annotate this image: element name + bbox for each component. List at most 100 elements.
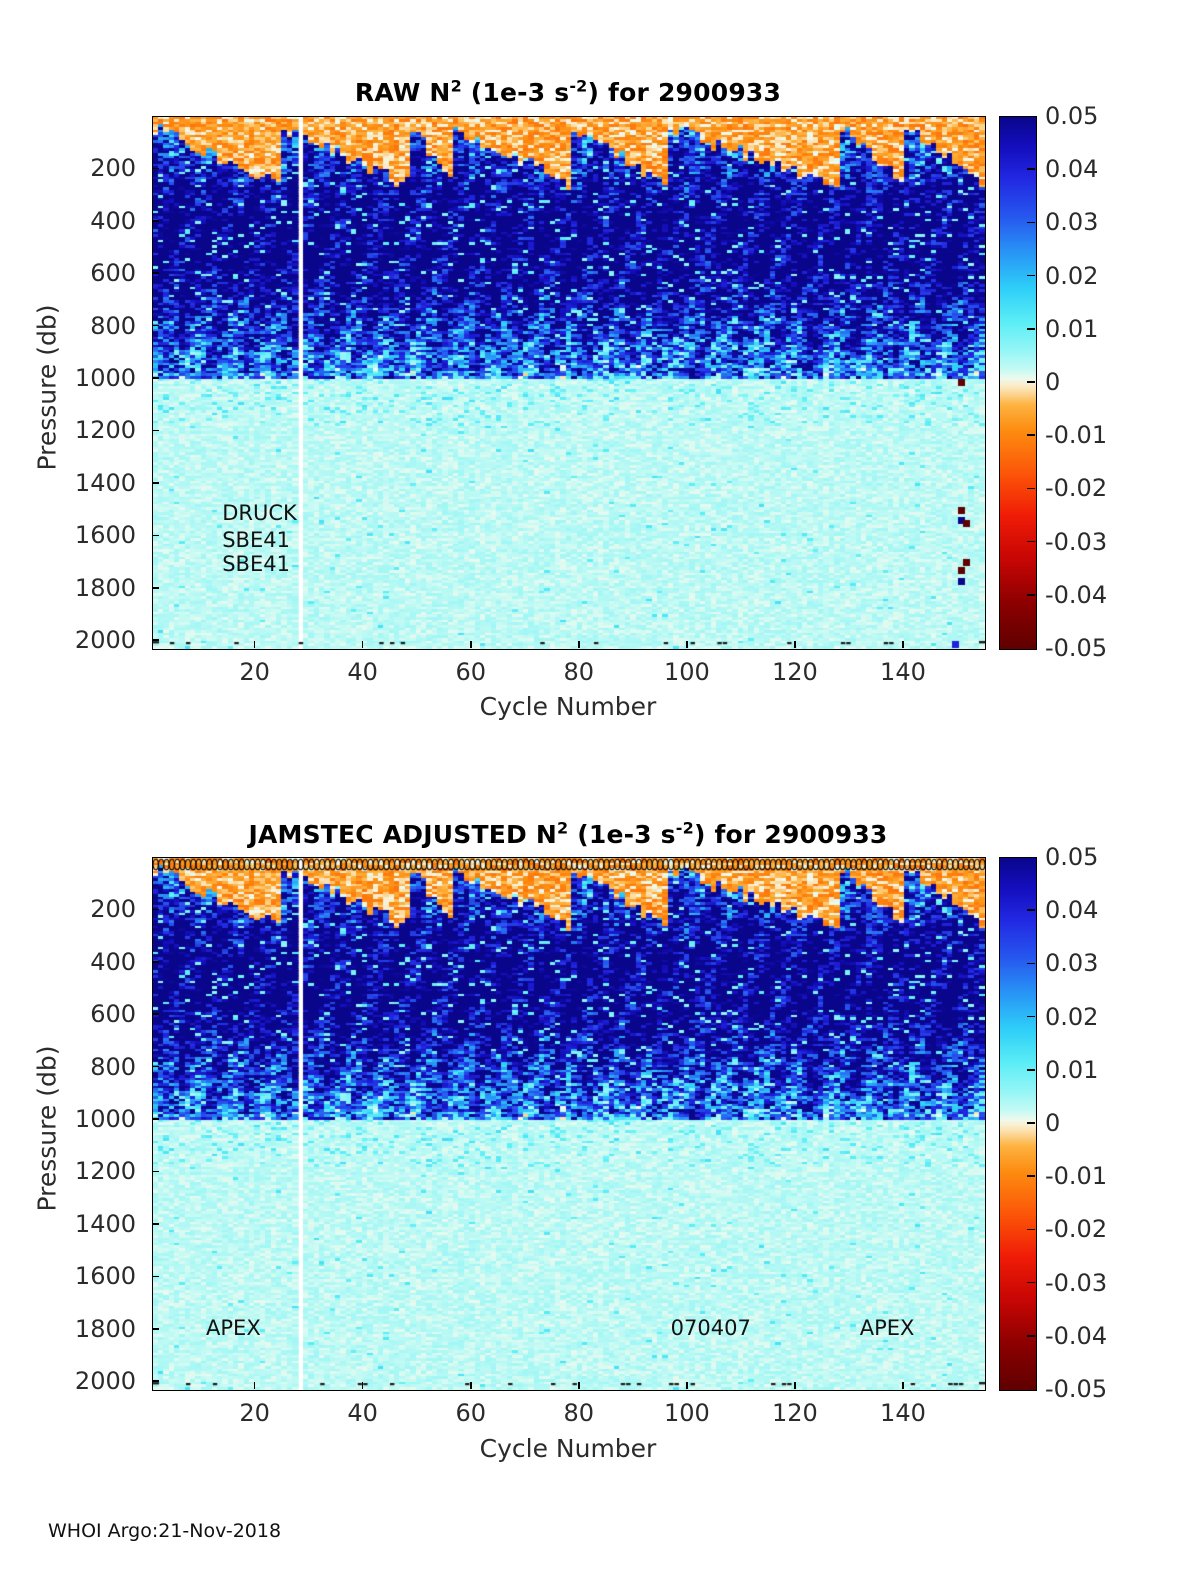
colorbar-tick-label-5: 0 [1045, 368, 1061, 396]
x-tick-label-20: 20 [239, 658, 270, 686]
colorbar-tick-mark-1 [1027, 909, 1035, 911]
x-tick-mark-80 [578, 1382, 580, 1389]
panel-raw-x-axis-label: Cycle Number [479, 692, 657, 721]
colorbar-tick-label-7: -0.02 [1045, 474, 1108, 503]
y-tick-label-800: 800 [90, 1052, 136, 1081]
panel-raw-plot-area[interactable] [152, 116, 986, 650]
colorbar-tick-label-9: -0.04 [1045, 1321, 1108, 1350]
y-tick-mark-1200 [152, 1170, 159, 1173]
colorbar-tick-label-1: 0.04 [1045, 155, 1099, 184]
y-tick-label-200: 200 [90, 154, 136, 183]
colorbar-tick-label-0: 0.05 [1045, 843, 1099, 871]
x-tick-mark-60 [469, 1382, 472, 1389]
profile-marker-row [153, 858, 985, 1390]
colorbar-tick-label-7: -0.02 [1045, 1215, 1108, 1244]
plot-annotation-sbe41: SBE41 [222, 552, 290, 577]
y-tick-mark-1800 [152, 1327, 159, 1330]
colorbar-tick-label-8: -0.03 [1045, 527, 1108, 556]
y-tick-label-2000: 2000 [74, 626, 136, 655]
y-tick-mark-1400 [152, 482, 159, 484]
x-tick-label-20: 20 [239, 1399, 270, 1427]
y-tick-label-400: 400 [90, 947, 136, 976]
x-tick-label-60: 60 [455, 658, 487, 686]
panel-adjusted-x-axis-label: Cycle Number [479, 1434, 657, 1463]
colorbar-tick-label-4: 0.01 [1045, 1055, 1099, 1084]
x-tick-mark-140 [902, 1382, 904, 1389]
colorbar-tick-label-3: 0.02 [1045, 261, 1099, 290]
plot-annotation-apex: APEX [206, 1315, 261, 1340]
x-tick-label-60: 60 [455, 1399, 487, 1427]
y-tick-mark-1600 [152, 1275, 159, 1278]
panel-adjusted-y-axis-label: Pressure (db) [32, 1045, 62, 1212]
y-tick-label-1400: 1400 [74, 1209, 136, 1238]
x-tick-mark-100 [686, 1382, 688, 1389]
colorbar-tick-label-4: 0.01 [1045, 314, 1099, 343]
x-tick-mark-80 [578, 641, 580, 648]
colorbar-tick-label-6: -0.01 [1045, 421, 1108, 450]
raw-heatmap-canvas [153, 117, 985, 649]
y-tick-mark-400 [152, 220, 159, 222]
colorbar-tick-mark-5 [1027, 1122, 1035, 1124]
y-tick-label-1800: 1800 [74, 573, 136, 602]
x-tick-mark-120 [794, 641, 796, 648]
plot-annotation-druck: DRUCK [222, 501, 297, 526]
y-tick-label-600: 600 [90, 1000, 136, 1029]
y-tick-label-1600: 1600 [74, 521, 136, 550]
colorbar-tick-mark-1 [1027, 168, 1035, 170]
y-tick-label-600: 600 [90, 259, 136, 288]
x-tick-mark-40 [361, 1382, 364, 1389]
colorbar-tick-mark-7 [1027, 1228, 1035, 1231]
panel-adjusted-title: JAMSTEC ADJUSTED N2 (1e-3 s-2) for 29009… [248, 818, 888, 849]
x-tick-mark-40 [361, 641, 364, 648]
panel-raw-y-axis-label: Pressure (db) [32, 304, 62, 471]
y-tick-mark-1000 [152, 1118, 159, 1120]
y-tick-mark-2000 [152, 1380, 159, 1382]
colorbar-tick-mark-8 [1027, 1281, 1035, 1284]
colorbar-tick-label-8: -0.03 [1045, 1268, 1108, 1297]
y-tick-label-200: 200 [90, 895, 136, 924]
plot-annotation-sbe41: SBE41 [222, 527, 290, 552]
colorbar-tick-mark-5 [1027, 381, 1035, 383]
y-tick-label-1600: 1600 [74, 1262, 136, 1291]
x-tick-mark-100 [686, 641, 688, 648]
y-tick-mark-600 [152, 272, 159, 275]
colorbar-tick-mark-9 [1027, 1335, 1035, 1337]
x-tick-label-100: 100 [663, 1399, 710, 1427]
y-tick-label-1200: 1200 [74, 1157, 136, 1186]
colorbar-tick-mark-6 [1027, 1175, 1035, 1177]
colorbar-tick-label-3: 0.02 [1045, 1002, 1099, 1031]
colorbar-tick-label-2: 0.03 [1045, 208, 1099, 237]
colorbar-tick-mark-2 [1027, 221, 1035, 224]
y-tick-mark-1200 [152, 429, 159, 432]
x-tick-mark-120 [794, 1382, 796, 1389]
x-tick-mark-140 [902, 641, 904, 648]
x-tick-mark-20 [253, 1382, 256, 1389]
y-tick-mark-800 [152, 1065, 159, 1068]
colorbar-tick-label-1: 0.04 [1045, 896, 1099, 925]
y-tick-mark-2000 [152, 639, 159, 641]
panel-raw-colorbar [999, 116, 1037, 650]
x-tick-label-100: 100 [663, 658, 710, 686]
y-tick-mark-1600 [152, 534, 159, 537]
x-tick-mark-60 [469, 641, 472, 648]
y-tick-mark-600 [152, 1013, 159, 1016]
colorbar-tick-label-10: -0.05 [1045, 634, 1108, 662]
y-tick-label-1000: 1000 [74, 1105, 136, 1134]
x-tick-mark-20 [253, 641, 256, 648]
x-tick-label-140: 140 [880, 658, 926, 686]
colorbar-tick-label-6: -0.01 [1045, 1162, 1108, 1191]
colorbar-tick-mark-6 [1027, 434, 1035, 436]
colorbar-tick-mark-4 [1027, 1069, 1035, 1071]
colorbar-tick-label-5: 0 [1045, 1109, 1061, 1137]
colorbar-tick-mark-3 [1027, 1015, 1035, 1018]
panel-adjusted-colorbar [999, 857, 1037, 1391]
colorbar-tick-mark-7 [1027, 487, 1035, 490]
y-tick-label-800: 800 [90, 311, 136, 340]
colorbar-tick-label-10: -0.05 [1045, 1375, 1108, 1403]
colorbar-tick-mark-2 [1027, 962, 1035, 965]
colorbar-tick-label-9: -0.04 [1045, 580, 1108, 609]
y-tick-label-1400: 1400 [74, 468, 136, 497]
panel-adjusted-plot-area[interactable] [152, 857, 986, 1391]
raw-colorbar-canvas [1000, 117, 1036, 649]
